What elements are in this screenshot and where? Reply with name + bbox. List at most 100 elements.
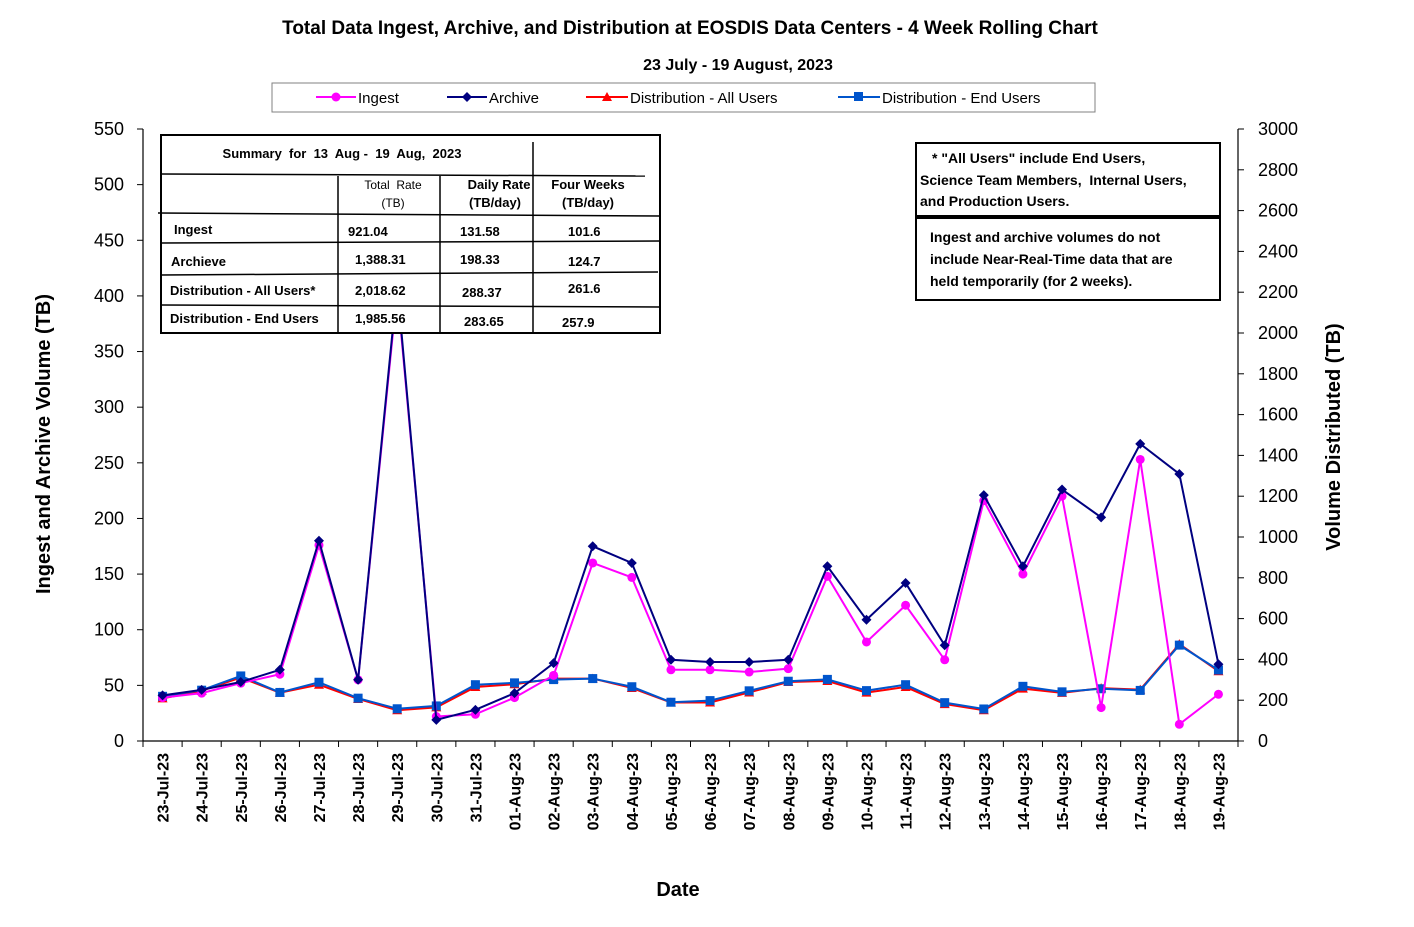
y2-tick-label: 600 xyxy=(1258,609,1288,629)
y2-tick-label: 200 xyxy=(1258,690,1288,710)
y2-tick-label: 800 xyxy=(1258,568,1288,588)
row-daily: 288.37 xyxy=(462,285,502,300)
chart-title: Total Data Ingest, Archive, and Distribu… xyxy=(282,18,1098,39)
data-point-distribution-end-users xyxy=(666,697,676,707)
header-daily-2: (TB/day) xyxy=(469,195,521,210)
row-four-weeks: 101.6 xyxy=(568,224,601,239)
legend-label-dist-all: Distribution - All Users xyxy=(630,90,778,107)
legend-item-archive: Archive xyxy=(447,90,539,107)
data-point-distribution-end-users xyxy=(236,671,246,681)
row-total: 1,985.56 xyxy=(355,311,406,326)
x-tick-label: 12-Aug-23 xyxy=(938,753,955,830)
x-tick-label: 04-Aug-23 xyxy=(625,753,642,830)
data-point-ingest xyxy=(1018,569,1028,579)
data-point-ingest xyxy=(1135,454,1145,464)
data-point-archive xyxy=(783,654,794,665)
data-point-ingest xyxy=(588,558,598,568)
row-daily: 283.65 xyxy=(464,314,504,329)
legend-item-dist-end: Distribution - End Users xyxy=(838,90,1040,107)
x-tick-label: 30-Jul-23 xyxy=(429,753,446,822)
data-point-archive xyxy=(1213,659,1224,670)
legend-label-archive: Archive xyxy=(489,90,539,107)
series-line-ingest xyxy=(162,290,1220,727)
x-tick-label: 16-Aug-23 xyxy=(1094,753,1111,830)
y2-tick-label: 1000 xyxy=(1258,527,1298,547)
x-tick-label: 06-Aug-23 xyxy=(703,753,720,830)
data-point-ingest xyxy=(1213,689,1223,699)
data-point-distribution-end-users xyxy=(588,674,598,684)
data-point-distribution-end-users xyxy=(470,680,480,690)
data-point-distribution-end-users xyxy=(705,696,715,706)
x-tick-label: 05-Aug-23 xyxy=(664,753,681,830)
data-point-archive xyxy=(861,614,872,625)
data-point-archive xyxy=(1057,484,1068,495)
data-point-distribution-end-users xyxy=(275,687,285,697)
legend-marker-dist-end xyxy=(854,92,863,101)
data-point-distribution-end-users xyxy=(392,704,402,714)
y2-tick-label: 2200 xyxy=(1258,282,1298,302)
row-four-weeks: 257.9 xyxy=(562,315,595,330)
data-point-distribution-end-users xyxy=(1213,665,1223,675)
data-point-archive xyxy=(274,664,285,675)
note-line: Science Team Members, Internal Users, xyxy=(920,172,1187,188)
header-four-weeks-2: (TB/day) xyxy=(562,195,614,210)
note-line: held temporarily (for 2 weeks). xyxy=(930,273,1132,289)
y-tick-label: 450 xyxy=(94,230,124,250)
series-line-distribution-end-users xyxy=(162,643,1219,711)
data-point-archive xyxy=(978,490,989,501)
header-four-weeks-1: Four Weeks xyxy=(551,177,624,192)
y-tick-label: 350 xyxy=(94,342,124,362)
data-point-distribution-end-users xyxy=(353,693,363,703)
note-ingest-archive: Ingest and archive volumes do not includ… xyxy=(915,217,1221,301)
data-point-archive xyxy=(313,535,324,546)
data-point-archive xyxy=(1017,561,1028,572)
table-hline xyxy=(160,240,661,244)
summary-table-border xyxy=(160,134,661,334)
data-point-distribution-end-users xyxy=(1096,684,1106,694)
row-total: 1,388.31 xyxy=(355,252,406,267)
legend-label-ingest: Ingest xyxy=(358,90,400,107)
data-point-distribution-end-users xyxy=(314,677,324,687)
data-point-archive xyxy=(626,557,637,568)
data-point-ingest xyxy=(744,667,754,677)
data-point-ingest xyxy=(705,665,715,675)
y-axis-title: Ingest and Archive Volume (TB) xyxy=(33,294,55,594)
data-point-archive xyxy=(1135,438,1146,449)
y-tick-label: 250 xyxy=(94,453,124,473)
data-point-archive xyxy=(353,674,364,685)
y-tick-label: 100 xyxy=(94,620,124,640)
x-tick-label: 01-Aug-23 xyxy=(508,753,525,830)
data-point-ingest xyxy=(940,655,950,665)
data-point-distribution-end-users xyxy=(940,698,950,708)
y2-tick-label: 2800 xyxy=(1258,160,1298,180)
table-hline xyxy=(157,212,661,217)
data-point-ingest xyxy=(627,572,637,582)
y-tick-label: 400 xyxy=(94,286,124,306)
x-tick-label: 28-Jul-23 xyxy=(351,753,368,822)
row-daily: 131.58 xyxy=(460,224,500,239)
data-point-archive xyxy=(822,561,833,572)
y2-axis-title: Volume Distributed (TB) xyxy=(1323,323,1345,550)
legend-box xyxy=(271,82,1096,113)
legend-marker-ingest xyxy=(331,92,341,102)
y2-tick-label: 1200 xyxy=(1258,486,1298,506)
data-point-archive xyxy=(587,541,598,552)
data-point-distribution-end-users xyxy=(1174,640,1184,650)
data-point-distribution-end-users xyxy=(783,676,793,686)
x-tick-label: 13-Aug-23 xyxy=(977,753,994,830)
data-point-ingest xyxy=(1096,703,1106,713)
row-label: Ingest xyxy=(174,222,213,237)
row-daily: 198.33 xyxy=(460,252,500,267)
row-label: Distribution - End Users xyxy=(170,311,319,326)
y2-tick-label: 0 xyxy=(1258,731,1268,751)
data-point-distribution-end-users xyxy=(744,686,754,696)
y-tick-label: 50 xyxy=(104,675,124,695)
data-point-archive xyxy=(157,690,168,701)
x-tick-label: 27-Jul-23 xyxy=(312,753,329,822)
data-point-archive xyxy=(939,640,950,651)
y-tick-label: 200 xyxy=(94,508,124,528)
legend: Ingest Archive Distribution - All Users … xyxy=(271,82,1096,113)
data-point-archive xyxy=(900,577,911,588)
header-total-1: Total Rate xyxy=(364,178,422,192)
